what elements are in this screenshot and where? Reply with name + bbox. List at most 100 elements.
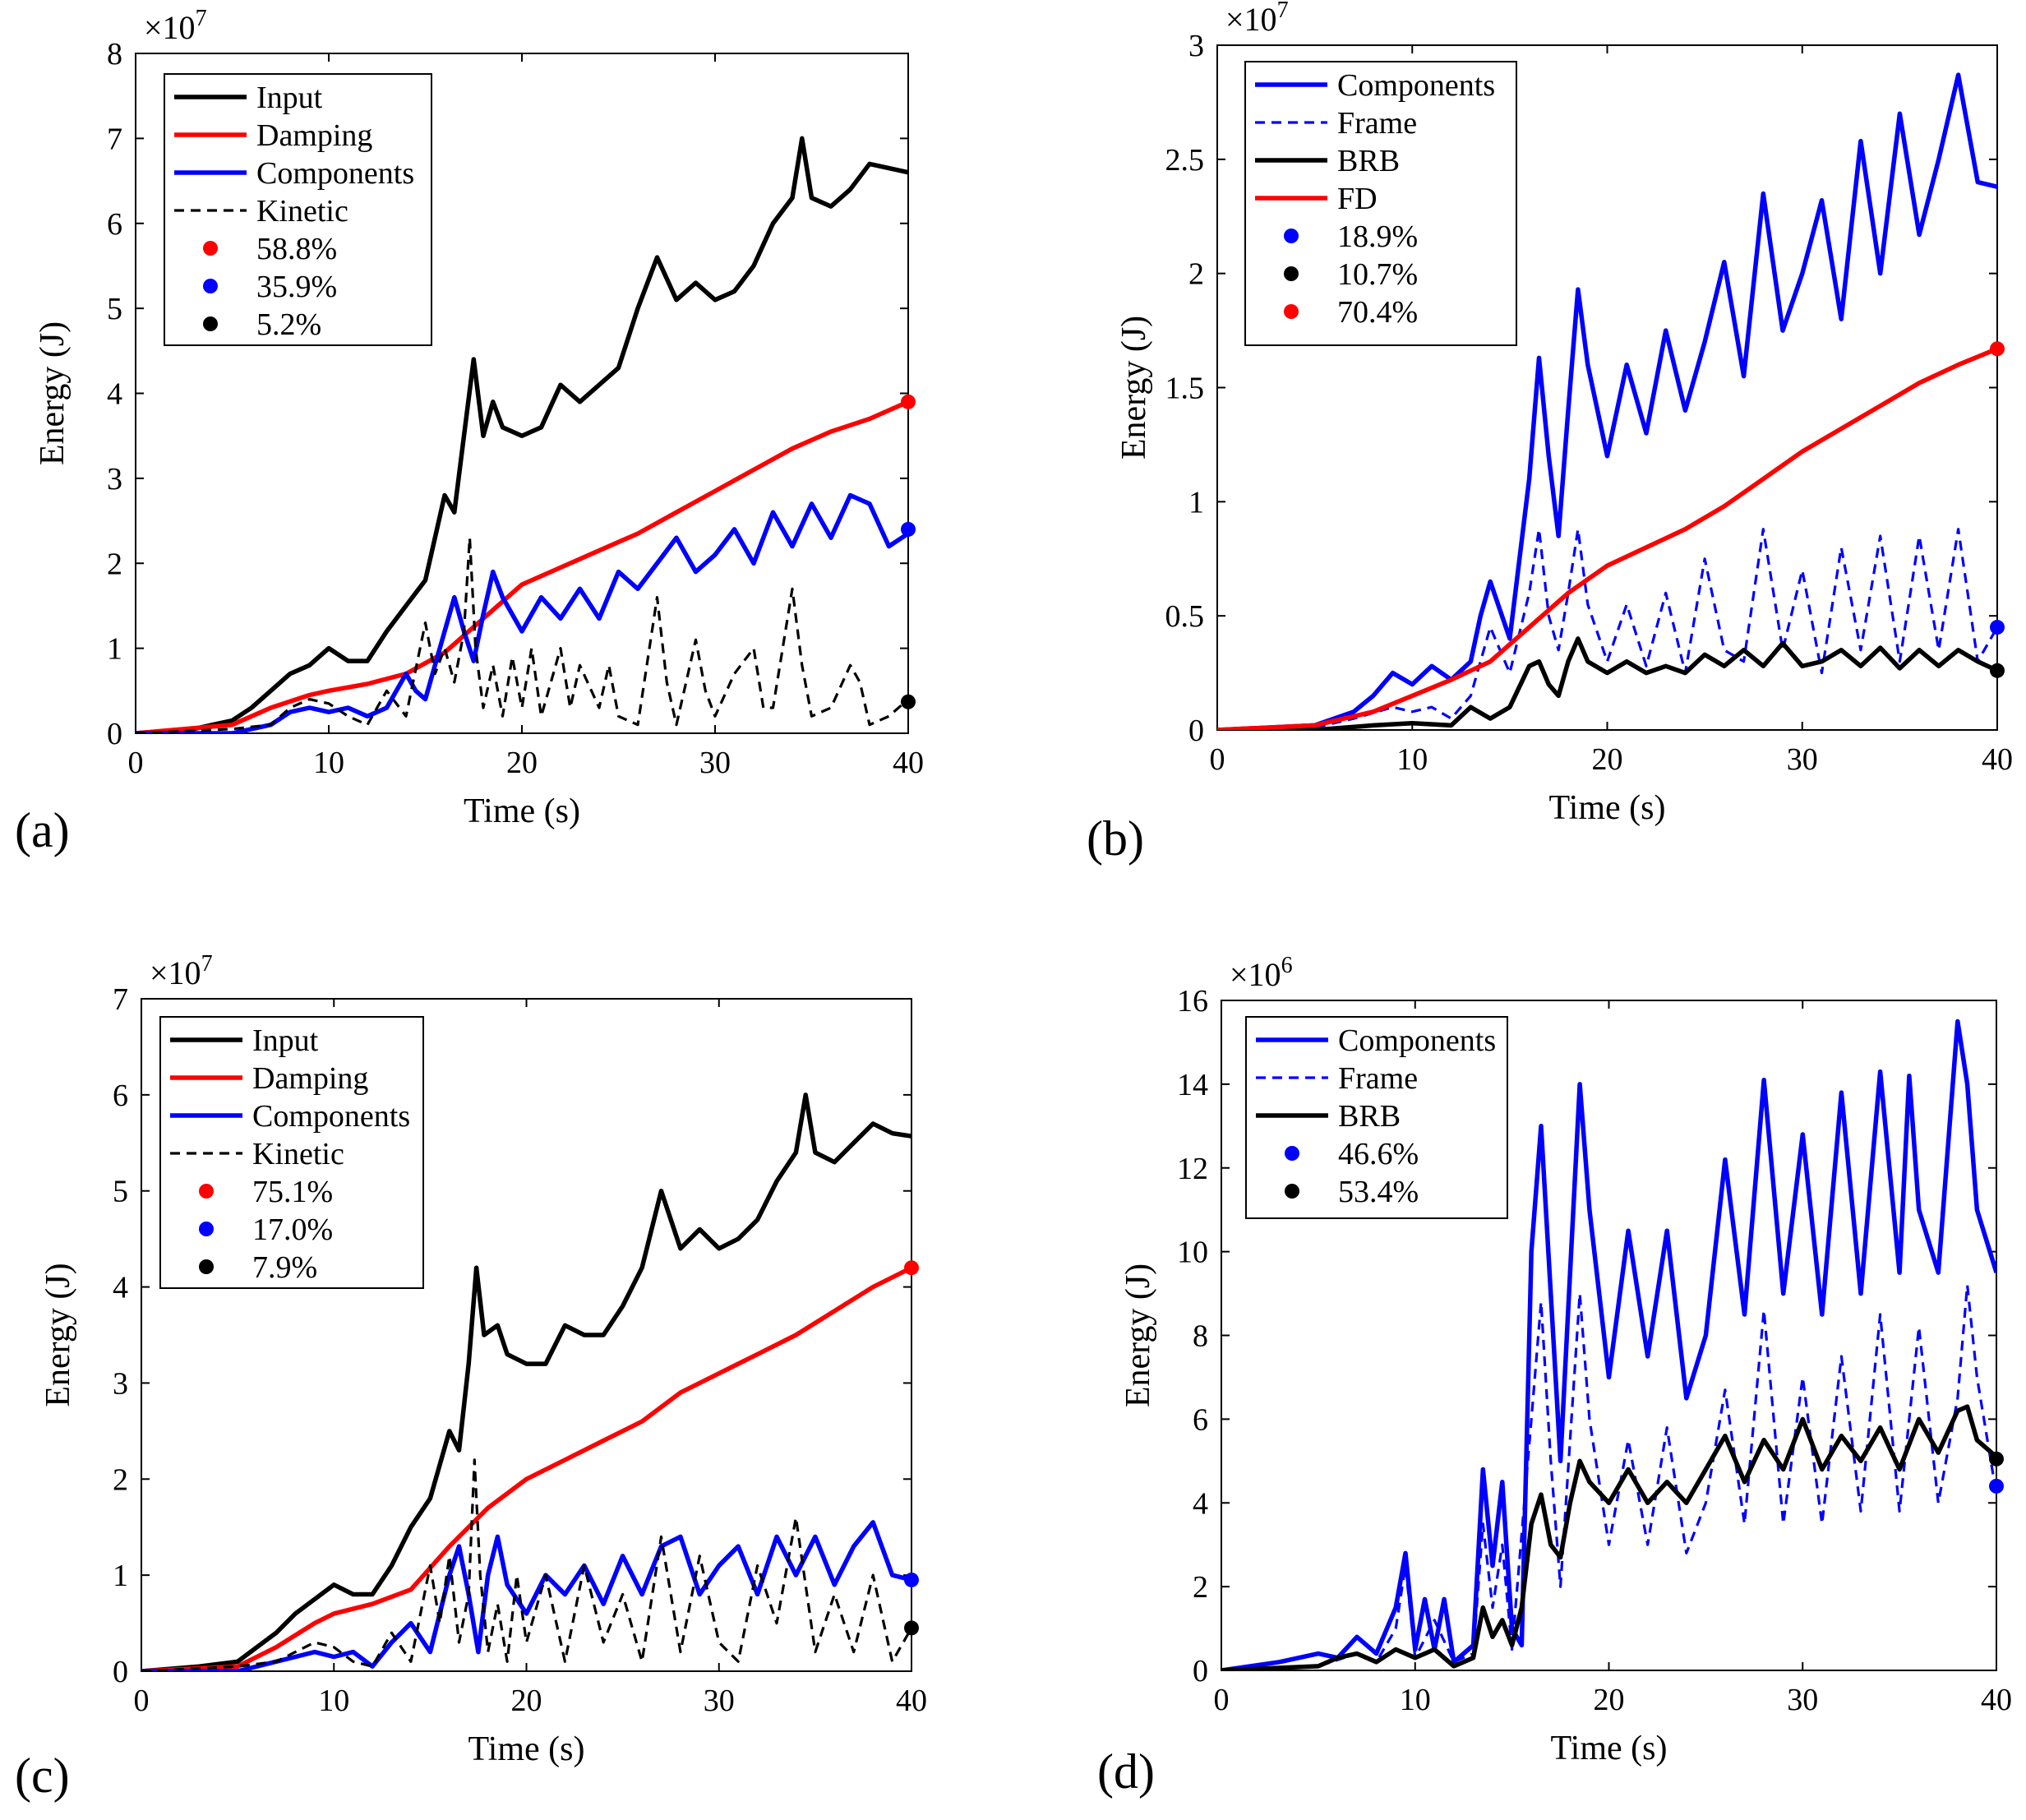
- series-group: [136, 136, 908, 733]
- legend-marker: [1284, 229, 1299, 243]
- y-tick-label: 8: [107, 37, 122, 72]
- series-line-components: [1217, 72, 1997, 730]
- x-tick-label: 10: [1400, 1683, 1431, 1717]
- y-tick-label: 12: [1177, 1152, 1208, 1186]
- series-group: [1221, 1019, 1996, 1670]
- y-axis-label: Energy (J): [39, 1263, 77, 1407]
- end-marker: [1989, 1478, 2004, 1494]
- y-tick-label: 6: [107, 207, 122, 242]
- panel-label: (a): [15, 803, 70, 857]
- legend-marker: [1285, 1146, 1299, 1161]
- series-line-kinetic: [136, 536, 908, 733]
- legend-label: Input: [256, 81, 323, 115]
- panel-d: 0 10 20 30 40 0 2 4 6 8 10 12 14 16 ×106 Time (s) Energy…: [1097, 953, 2012, 1799]
- y-axis-label: Energy (J): [34, 321, 72, 465]
- x-tick-label: 10: [318, 1684, 349, 1718]
- x-axis-label: Time (s): [464, 792, 580, 830]
- y-exponent-label: ×106: [1230, 953, 1293, 993]
- legend-marker-label: 7.9%: [252, 1250, 317, 1285]
- y-tick-label: 1: [107, 632, 122, 667]
- panel-label: (b): [1087, 811, 1144, 866]
- legend-marker: [199, 1259, 214, 1274]
- legend-marker-label: 46.6%: [1338, 1137, 1419, 1171]
- end-marker: [1990, 341, 2005, 357]
- legend-marker: [199, 1184, 214, 1199]
- x-tick-label: 40: [1981, 1683, 2012, 1717]
- legend-marker-label: 75.1%: [252, 1175, 333, 1209]
- x-axis-label: Time (s): [1549, 789, 1666, 827]
- y-tick-label: 2: [113, 1462, 128, 1497]
- y-tick-label: 0: [107, 717, 122, 751]
- legend-marker-label: 17.0%: [252, 1213, 333, 1247]
- legend-label: BRB: [1337, 144, 1400, 178]
- end-marker: [901, 521, 916, 537]
- y-tick-label: 2: [1193, 1570, 1208, 1605]
- y-tick-label: 0: [1188, 714, 1204, 748]
- legend-marker: [199, 1222, 214, 1236]
- x-tick-label: 30: [1787, 1683, 1818, 1717]
- x-tick-label: 0: [1214, 1683, 1230, 1717]
- y-tick-label: 4: [1193, 1486, 1208, 1521]
- legend-marker-label: 18.9%: [1337, 219, 1418, 254]
- legend-label: Frame: [1337, 106, 1417, 141]
- x-tick-label: 40: [1982, 742, 2013, 777]
- y-tick-label: 14: [1177, 1068, 1208, 1102]
- x-tick-label: 20: [1594, 1683, 1625, 1717]
- legend-label: Damping: [256, 118, 372, 153]
- series-line-input: [136, 136, 908, 733]
- end-marker: [901, 694, 916, 709]
- y-exponent-label: ×107: [150, 951, 213, 991]
- series-group: [1217, 72, 1997, 730]
- y-tick-label: 3: [1188, 29, 1204, 63]
- series-line-components: [141, 1520, 911, 1671]
- x-tick-label: 40: [896, 1684, 927, 1718]
- y-axis-label: Energy (J): [1119, 1263, 1157, 1407]
- legend-marker: [203, 279, 218, 293]
- series-line-input: [141, 1092, 911, 1671]
- legend-marker: [203, 316, 218, 331]
- series-line-kinetic: [141, 1458, 911, 1671]
- x-tick-label: 0: [1210, 742, 1225, 777]
- y-tick-label: 10: [1177, 1236, 1208, 1270]
- panel-label: (c): [15, 1748, 70, 1803]
- legend-marker: [1284, 266, 1299, 281]
- y-tick-label: 6: [113, 1079, 128, 1113]
- x-tick-label: 40: [893, 746, 924, 780]
- legend-label: Input: [252, 1023, 319, 1058]
- legend-label: Components: [252, 1099, 410, 1134]
- end-marker: [1990, 663, 2005, 678]
- y-exponent-power: 6: [1281, 953, 1293, 978]
- legend-label: Kinetic: [256, 194, 348, 229]
- series-group: [141, 1092, 911, 1671]
- x-tick-label: 10: [1396, 742, 1428, 777]
- y-exponent-label: ×107: [144, 6, 207, 46]
- end-marker: [1989, 1451, 2004, 1467]
- y-tick-label: 1.5: [1165, 372, 1205, 406]
- x-tick-label: 30: [704, 1684, 735, 1718]
- panel-label: (d): [1097, 1744, 1155, 1799]
- y-tick-label: 1: [1188, 485, 1204, 520]
- x-tick-label: 20: [1592, 742, 1623, 777]
- x-tick-label: 20: [511, 1684, 542, 1718]
- end-marker: [901, 394, 916, 409]
- end-marker: [904, 1572, 919, 1587]
- legend-marker-label: 53.4%: [1338, 1175, 1419, 1209]
- y-tick-label: 0: [1193, 1654, 1208, 1688]
- legend-label: Damping: [252, 1061, 368, 1096]
- y-tick-label: 2: [1188, 257, 1204, 292]
- end-marker: [904, 1620, 919, 1636]
- series-line-components: [136, 492, 908, 733]
- y-tick-label: 7: [113, 982, 128, 1017]
- x-axis-label: Time (s): [1551, 1730, 1668, 1767]
- legend-marker: [203, 241, 218, 256]
- legend-label: Components: [1338, 1023, 1496, 1058]
- y-tick-label: 16: [1177, 984, 1208, 1019]
- series-line-frame: [1217, 528, 1997, 730]
- legend-marker-label: 70.4%: [1337, 295, 1418, 330]
- x-tick-label: 0: [128, 746, 144, 780]
- legend-marker: [1284, 304, 1299, 319]
